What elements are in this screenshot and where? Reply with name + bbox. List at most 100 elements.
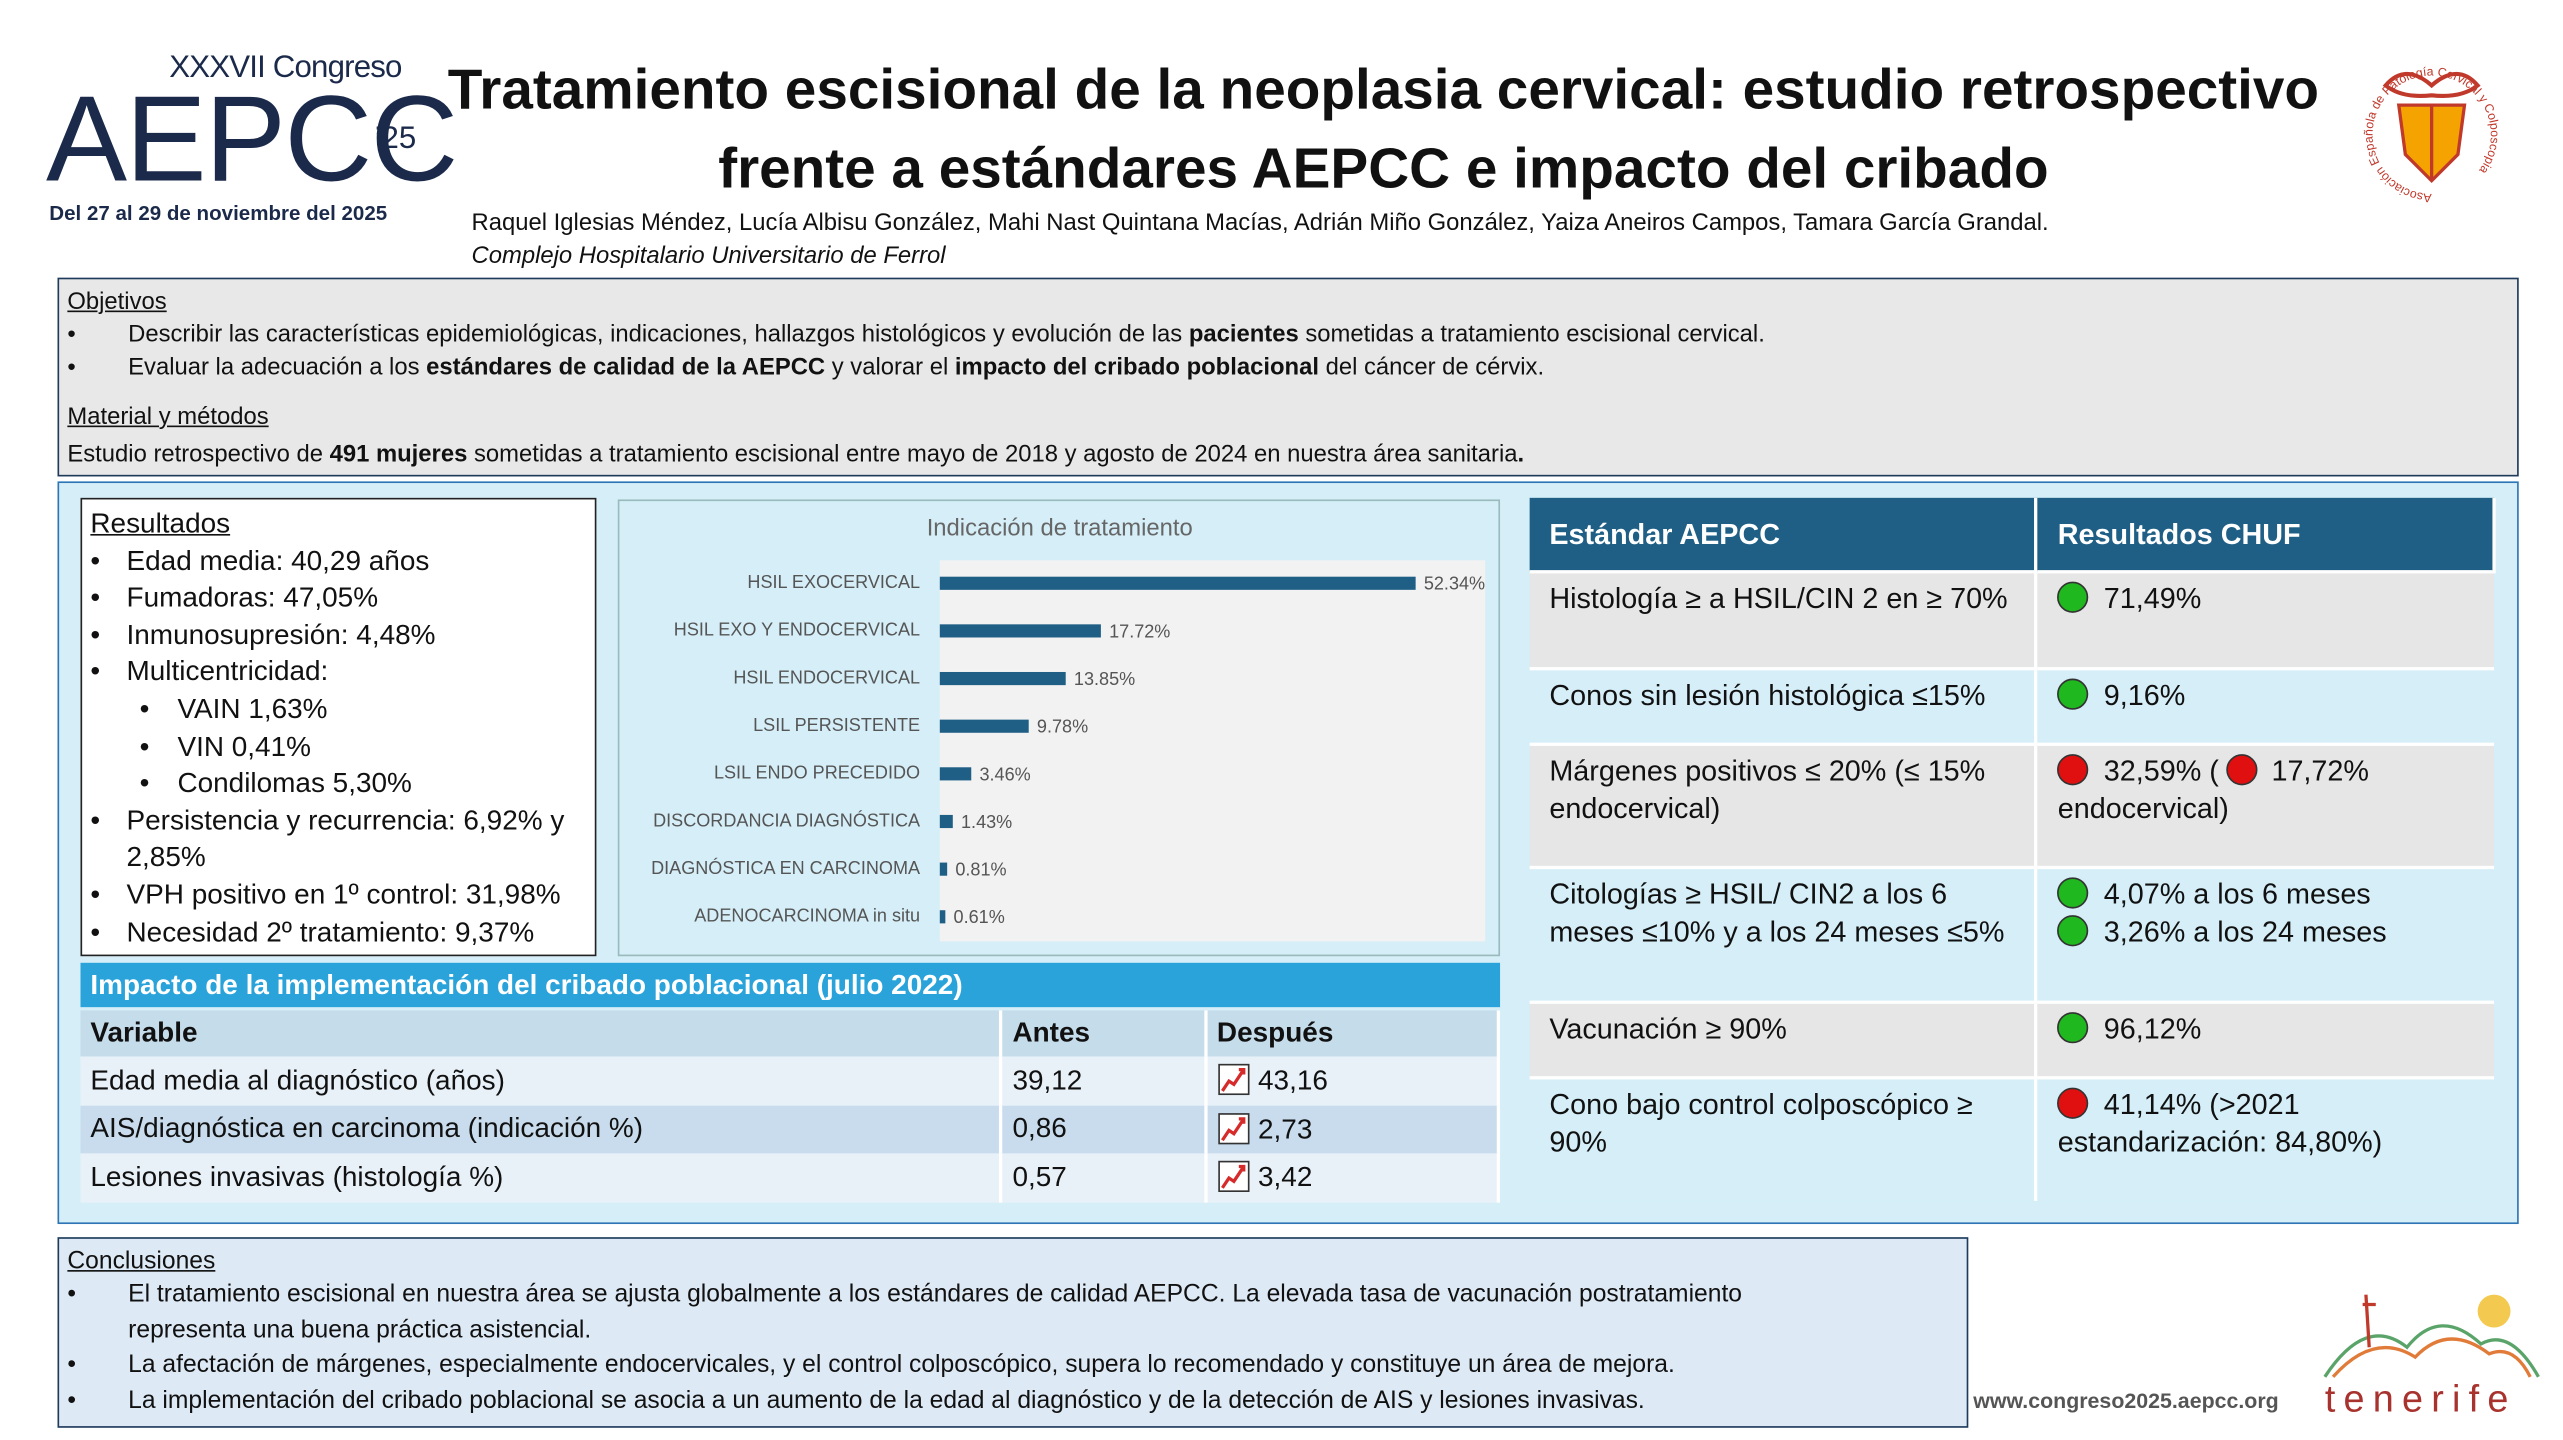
bar <box>939 862 948 876</box>
standard-cell: Márgenes positivos ≤ 20% (≤ 15% endocerv… <box>1529 744 2039 868</box>
data-label: 52.34% <box>1424 574 1485 594</box>
trend-icon <box>1217 1064 1249 1096</box>
column-header: Resultados CHUF <box>2036 497 2496 572</box>
objectives-box: Objetivos • Describir las características… <box>57 277 2519 477</box>
result-cell: 96,12% <box>2036 1002 2494 1078</box>
y-tick-label: ADENOCARCINOMA in situ <box>694 906 920 926</box>
data-label: 17.72% <box>1109 621 1170 641</box>
icon-line <box>1220 1116 1245 1141</box>
bold-text: . <box>1517 441 1525 469</box>
conclusion-item: • La afectación de márgenes, especialment… <box>67 1347 1958 1382</box>
text: y valorar el <box>825 354 955 382</box>
table-row: Conos sin lesión histológica ≤15% 9,16% <box>1529 668 2495 745</box>
status-dot <box>2057 915 2089 947</box>
chart-title: Indicación de tratamiento <box>927 514 1193 541</box>
icon-line <box>1220 1068 1245 1093</box>
bar <box>939 814 953 829</box>
methods-text: Estudio retrospectivo de 491 mujeres som… <box>67 439 2508 472</box>
standard-cell: Citologías ≥ HSIL/ CIN2 a los 6 meses ≤1… <box>1529 867 2039 1003</box>
icon-line <box>1220 1165 1245 1190</box>
bullet: • <box>90 916 101 948</box>
table-cell: Edad media al diagnóstico (años) <box>80 1056 1003 1105</box>
cell-text: 0,86 <box>1012 1112 1067 1144</box>
result-item: • Inmunosupresión: 4,48% <box>90 617 586 654</box>
bullet: • <box>139 693 150 725</box>
data-label: 3.46% <box>979 764 1030 784</box>
section-heading: Material y métodos <box>67 404 269 431</box>
bold-text: pacientes <box>1188 322 1299 349</box>
authors: Raquel Iglesias Méndez, Lucía Albisu Gon… <box>471 210 2049 237</box>
table-row: Histología ≥ a HSIL/CIN 2 en ≥ 70% 71,49% <box>1529 571 2495 669</box>
text: 96,12% <box>2103 1012 2202 1045</box>
bullet: • <box>90 878 101 911</box>
impact-title: Impacto de la implementación del cribado… <box>80 962 1501 1008</box>
bold-text: impacto del cribado poblacional <box>954 354 1319 382</box>
table-cell: AIS/diagnóstica en carcinoma (indicación… <box>80 1104 1003 1154</box>
cell-text: Lesiones invasivas (histología %) <box>90 1161 504 1193</box>
tenerife-logo <box>2323 1294 2540 1378</box>
bar <box>939 719 1029 733</box>
table-cell: 0,86 <box>1000 1104 1208 1154</box>
cell-text: 3,42 <box>1257 1162 1313 1194</box>
text: 32,59% ( <box>2103 754 2219 787</box>
result-line: 4,07% a los 6 meses <box>2057 876 2475 914</box>
cell-text: 0,57 <box>1012 1161 1067 1193</box>
y-tick-label: LSIL PERSISTENTE <box>753 715 920 735</box>
table-row: Citologías ≥ HSIL/ CIN2 a los 6 meses ≤1… <box>1529 867 2495 1003</box>
bar <box>939 767 972 781</box>
table-cell: Lesiones invasivas (histología %) <box>80 1153 1003 1202</box>
tenerife-label: tenerife <box>2324 1376 2517 1420</box>
result-item: • Fumadoras: 47,05% <box>90 580 586 617</box>
conclusion-item: • La implementación del cribado poblacion… <box>67 1383 1958 1418</box>
conclusions-box: Conclusiones • El tratamiento escisional … <box>57 1237 1969 1428</box>
result-line: 71,49% <box>2057 580 2475 618</box>
conclusion-text: La implementación del cribado poblaciona… <box>128 1385 1645 1414</box>
result-text: Fumadoras: 47,05% <box>126 581 379 614</box>
table-cell: 43,16 <box>1205 1056 1501 1105</box>
cell-text: AIS/diagnóstica en carcinoma (indicación… <box>90 1112 644 1144</box>
society-logo: Asociación Española de Patología Cervica… <box>2361 65 2501 205</box>
results-list: • Edad media: 40,29 años • Fumadoras: 47,05… <box>90 543 586 951</box>
result-subitem: • VIN 0,41% <box>90 729 586 766</box>
header-row: Estándar AEPCC Resultados CHUF <box>1529 497 2496 572</box>
data-label: 1.43% <box>961 812 1012 832</box>
result-cell: 41,14% (>2021 estandarización: 84,80%) <box>2036 1078 2494 1201</box>
plot-area <box>939 560 1486 942</box>
result-subtext: VIN 0,41% <box>177 730 311 762</box>
bar <box>939 671 1066 686</box>
bold-text: 491 mujeres <box>329 441 468 469</box>
table-row: Vacunación ≥ 90% 96,12% <box>1529 1002 2495 1078</box>
bar <box>939 910 946 924</box>
column-header: Después <box>1205 1010 1501 1057</box>
result-text: Necesidad 2º tratamiento: 9,37% <box>126 916 535 948</box>
results-box: Resultados • Edad media: 40,29 años • Fumad… <box>80 497 597 957</box>
cell-text: 43,16 <box>1257 1065 1328 1097</box>
cell-text: 39,12 <box>1012 1064 1083 1096</box>
standard-cell: Histología ≥ a HSIL/CIN 2 en ≥ 70% <box>1529 571 2039 669</box>
result-subtext: VAIN 1,63% <box>177 693 328 725</box>
y-tick-label: HSIL EXOCERVICAL <box>747 572 920 592</box>
status-dot <box>2057 581 2089 613</box>
chart-box: Indicación de tratamiento HSIL EXOCERVIC… <box>617 499 1501 957</box>
result-item: • Persistencia y recurrencia: 6,92% y 2,8… <box>90 803 586 877</box>
text: 3,26% a los 24 meses <box>2103 915 2387 949</box>
standard-cell: Cono bajo control colposcópico ≥ 90% <box>1529 1077 2039 1202</box>
table-row: AIS/diagnóstica en carcinoma (indicación… <box>80 1104 1501 1154</box>
y-tick-label: HSIL EXO Y ENDOCERVICAL <box>674 620 920 640</box>
result-line: 32,59% (17,72% endocervical) <box>2057 752 2475 828</box>
result-cell: 71,49% <box>2036 572 2494 669</box>
result-cell: 32,59% (17,72% endocervical) <box>2036 744 2494 867</box>
text: 71,49% <box>2103 581 2202 615</box>
edition: ’25 <box>374 121 417 157</box>
y-tick-label: DIAGNÓSTICA EN CARCINOMA <box>651 857 921 878</box>
data-label: 9.78% <box>1037 717 1088 737</box>
bar <box>939 624 1101 638</box>
table-cell: 39,12 <box>1000 1056 1208 1105</box>
objectives-list: • Describir las características epidemiol… <box>67 319 2508 385</box>
result-line: 41,14% (>2021 estandarización: 84,80%) <box>2057 1086 2475 1162</box>
column-header: Antes <box>1000 1010 1208 1057</box>
bold-text: estándares de calidad de la AEPCC <box>426 354 826 382</box>
text: 4,07% a los 6 meses <box>2103 877 2371 911</box>
result-item: • Multicentricidad: <box>90 655 586 692</box>
